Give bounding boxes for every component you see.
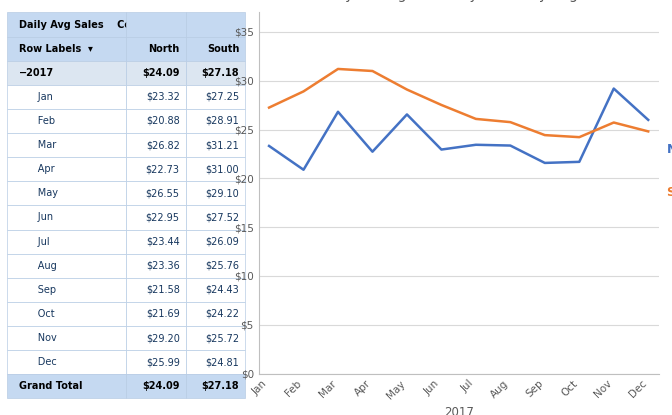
- X-axis label: 2017: 2017: [444, 406, 474, 415]
- Text: North: North: [667, 143, 672, 156]
- Text: South: South: [667, 186, 672, 200]
- Title: Daily Average Sales by Month by Region: Daily Average Sales by Month by Region: [318, 0, 599, 2]
